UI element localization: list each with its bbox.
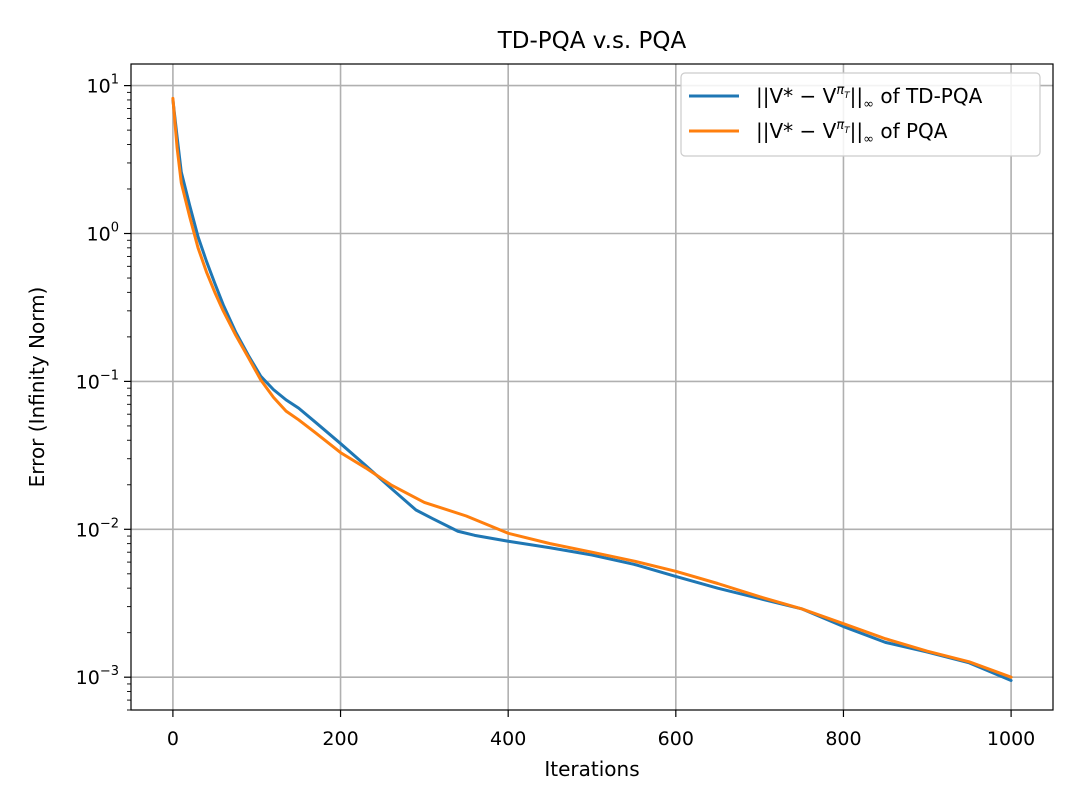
x-tick-label: 800 xyxy=(825,728,861,750)
legend-label: ||V* − VπT||∞ of PQA xyxy=(756,118,948,147)
x-axis-label: Iterations xyxy=(544,757,639,781)
x-tick-label: 200 xyxy=(322,728,358,750)
y-tick-label: 10−1 xyxy=(76,368,119,393)
y-tick-label: 10−3 xyxy=(76,664,119,689)
legend-box xyxy=(680,72,1041,157)
x-tick-label: 0 xyxy=(167,728,179,750)
legend-label: ||V* − VπT||∞ of TD-PQA xyxy=(756,83,983,112)
y-tick-label: 100 xyxy=(87,221,119,246)
x-tick-label: 1000 xyxy=(987,728,1035,750)
x-tick-label: 600 xyxy=(658,728,694,750)
plot-frame xyxy=(130,63,1054,711)
y-axis-label: Error (Infinity Norm) xyxy=(25,287,49,488)
y-tick-label: 101 xyxy=(87,73,119,98)
grid xyxy=(131,64,1053,710)
series-line xyxy=(171,96,1013,679)
y-tick-label: 10−2 xyxy=(76,516,119,541)
legend: ||V* − VπT||∞ of TD-PQA ||V* − VπT||∞ of … xyxy=(680,72,1041,157)
axis-ticks: 0 200 400 600 800 1000 101 100 10−1 10−2 10−3 xyxy=(76,73,1036,750)
x-tick-label: 400 xyxy=(490,728,526,750)
series-lines xyxy=(171,96,1013,682)
chart-title: TD-PQA v.s. PQA xyxy=(497,28,687,54)
